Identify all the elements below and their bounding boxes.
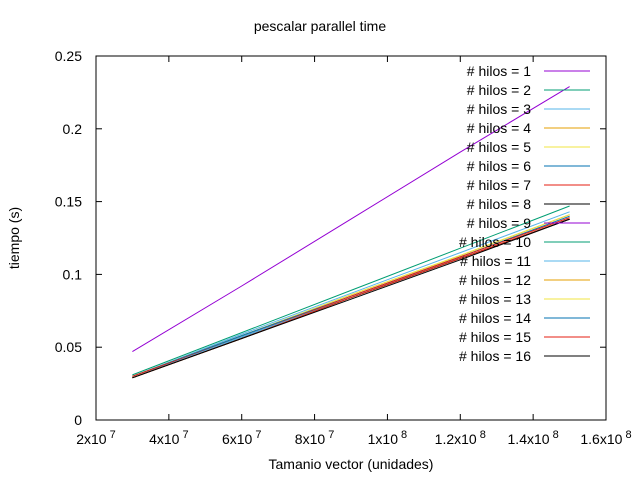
legend-label: # hilos = 16 bbox=[459, 348, 531, 364]
series-line-16 bbox=[132, 218, 570, 379]
legend-label: # hilos = 8 bbox=[467, 196, 531, 212]
x-tick-label: 1.6x10 8 bbox=[580, 429, 631, 447]
legend-label: # hilos = 13 bbox=[459, 291, 531, 307]
x-tick-label: 1x10 8 bbox=[368, 429, 408, 447]
legend-label: # hilos = 11 bbox=[460, 253, 531, 269]
x-tick-label: 1.2x10 8 bbox=[435, 429, 486, 447]
x-tick-label: 2x10 7 bbox=[76, 429, 116, 447]
legend-label: # hilos = 15 bbox=[459, 329, 531, 345]
y-tick-label: 0 bbox=[74, 412, 82, 428]
legend-label: # hilos = 1 bbox=[467, 63, 531, 79]
y-tick-label: 0.1 bbox=[63, 266, 83, 282]
chart-title: pescalar parallel time bbox=[253, 18, 387, 34]
series-line-1 bbox=[132, 86, 570, 353]
legend-label: # hilos = 14 bbox=[459, 310, 531, 326]
legend-label: # hilos = 7 bbox=[467, 177, 531, 193]
x-tick-label: 1.4x10 8 bbox=[508, 429, 559, 447]
plot-frame bbox=[95, 55, 607, 421]
legend-label: # hilos = 9 bbox=[467, 215, 531, 231]
y-tick-label: 0.2 bbox=[63, 121, 83, 137]
legend-label: # hilos = 4 bbox=[467, 120, 531, 136]
x-tick-label: 6x10 7 bbox=[222, 429, 262, 447]
legend-label: # hilos = 6 bbox=[467, 158, 531, 174]
y-tick-label: 0.15 bbox=[55, 194, 82, 210]
legend-label: # hilos = 10 bbox=[459, 234, 531, 250]
legend-label: # hilos = 12 bbox=[459, 272, 531, 288]
y-tick-label: 0.25 bbox=[55, 48, 82, 64]
legend-label: # hilos = 3 bbox=[467, 101, 531, 117]
series-line-3 bbox=[132, 211, 570, 377]
x-axis-label: Tamanio vector (unidades) bbox=[268, 456, 434, 472]
y-tick-label: 0.05 bbox=[55, 339, 82, 355]
series-line-2 bbox=[132, 205, 570, 376]
x-tick-label: 8x10 7 bbox=[295, 429, 335, 447]
legend-label: # hilos = 2 bbox=[467, 82, 531, 98]
x-tick-label: 4x10 7 bbox=[149, 429, 189, 447]
legend-label: # hilos = 5 bbox=[467, 139, 531, 155]
